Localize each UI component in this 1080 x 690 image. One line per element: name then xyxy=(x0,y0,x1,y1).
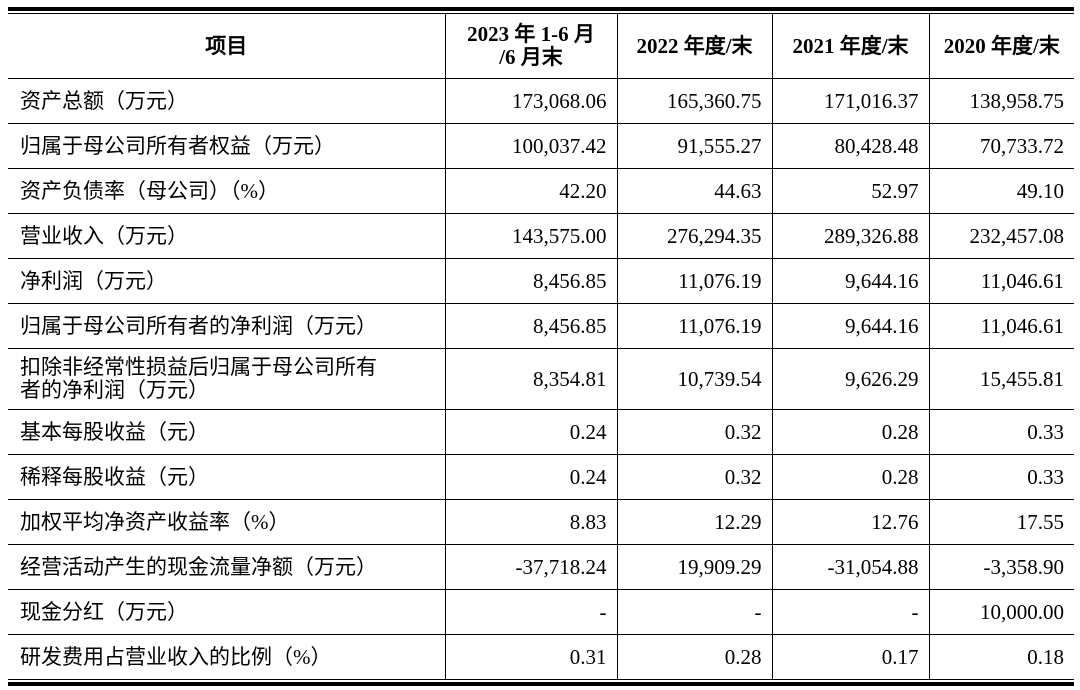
cell-value: 9,626.29 xyxy=(771,348,930,410)
cell-value: 91,555.27 xyxy=(616,123,773,169)
cell-value: 8,354.81 xyxy=(444,348,618,410)
row-label: 研发费用占营业收入的比例（%） xyxy=(8,634,446,679)
cell-value: 52.97 xyxy=(771,168,930,214)
cell-value: -3,358.90 xyxy=(928,544,1074,590)
header-2021: 2021 年度/末 xyxy=(771,14,930,79)
row-label: 归属于母公司所有者的净利润（万元） xyxy=(8,303,446,349)
cell-value: 100,037.42 xyxy=(444,123,618,169)
table-row: 稀释每股收益（元） 0.24 0.32 0.28 0.33 xyxy=(8,454,1074,500)
cell-value: - xyxy=(444,589,618,635)
cell-value: 276,294.35 xyxy=(616,213,773,259)
header-2023-h1-line2: /6 月末 xyxy=(499,45,563,69)
cell-value: 44.63 xyxy=(616,168,773,214)
bottom-rule-thin xyxy=(8,679,1074,680)
cell-value: 10,739.54 xyxy=(616,348,773,410)
row-label: 资产负债率（母公司）（%） xyxy=(8,168,446,214)
table-header-row: 项目 2023 年 1-6 月/6 月末 2022 年度/末 2021 年度/末… xyxy=(8,14,1074,79)
row-label-line2: 者的净利润（万元） xyxy=(20,378,209,402)
row-label: 稀释每股收益（元） xyxy=(8,454,446,500)
cell-value: 9,644.16 xyxy=(771,258,930,304)
cell-value: 8,456.85 xyxy=(444,258,618,304)
cell-value: 10,000.00 xyxy=(928,589,1074,635)
cell-value: 0.28 xyxy=(616,634,773,679)
cell-value: 49.10 xyxy=(928,168,1074,214)
row-label: 资产总额（万元） xyxy=(8,78,446,124)
cell-value: 42.20 xyxy=(444,168,618,214)
cell-value: - xyxy=(771,589,930,635)
bottom-rule-thick xyxy=(8,682,1074,686)
row-label: 营业收入（万元） xyxy=(8,213,446,259)
top-rule-thin xyxy=(8,13,1074,14)
cell-value: 0.24 xyxy=(444,409,618,455)
cell-value: 232,457.08 xyxy=(928,213,1074,259)
cell-value: 0.32 xyxy=(616,454,773,500)
cell-value: 289,326.88 xyxy=(771,213,930,259)
cell-value: 0.17 xyxy=(771,634,930,679)
cell-value: 138,958.75 xyxy=(928,78,1074,124)
cell-value: 19,909.29 xyxy=(616,544,773,590)
table-row: 归属于母公司所有者权益（万元） 100,037.42 91,555.27 80,… xyxy=(8,123,1074,169)
cell-value: 12.76 xyxy=(771,499,930,545)
cell-value: 173,068.06 xyxy=(444,78,618,124)
financial-summary-table: 项目 2023 年 1-6 月/6 月末 2022 年度/末 2021 年度/末… xyxy=(8,14,1074,679)
cell-value: 70,733.72 xyxy=(928,123,1074,169)
header-2020: 2020 年度/末 xyxy=(928,14,1074,79)
cell-value: 165,360.75 xyxy=(616,78,773,124)
cell-value: -37,718.24 xyxy=(444,544,618,590)
table-row: 归属于母公司所有者的净利润（万元） 8,456.85 11,076.19 9,6… xyxy=(8,303,1074,349)
cell-value: - xyxy=(616,589,773,635)
cell-value: 11,046.61 xyxy=(928,303,1074,349)
cell-value: 9,644.16 xyxy=(771,303,930,349)
row-label: 现金分红（万元） xyxy=(8,589,446,635)
cell-value: 171,016.37 xyxy=(771,78,930,124)
cell-value: 8,456.85 xyxy=(444,303,618,349)
table-row: 研发费用占营业收入的比例（%） 0.31 0.28 0.17 0.18 xyxy=(8,634,1074,679)
row-label: 归属于母公司所有者权益（万元） xyxy=(8,123,446,169)
row-label: 加权平均净资产收益率（%） xyxy=(8,499,446,545)
header-2023-h1: 2023 年 1-6 月/6 月末 xyxy=(444,14,618,79)
cell-value: 15,455.81 xyxy=(928,348,1074,410)
cell-value: 143,575.00 xyxy=(444,213,618,259)
cell-value: 0.18 xyxy=(928,634,1074,679)
financial-table-container: 项目 2023 年 1-6 月/6 月末 2022 年度/末 2021 年度/末… xyxy=(8,7,1074,686)
cell-value: 11,076.19 xyxy=(616,258,773,304)
header-item: 项目 xyxy=(8,14,446,79)
table-row: 资产总额（万元） 173,068.06 165,360.75 171,016.3… xyxy=(8,78,1074,124)
cell-value: -31,054.88 xyxy=(771,544,930,590)
cell-value: 12.29 xyxy=(616,499,773,545)
table-row: 经营活动产生的现金流量净额（万元） -37,718.24 19,909.29 -… xyxy=(8,544,1074,590)
cell-value: 0.31 xyxy=(444,634,618,679)
row-label: 净利润（万元） xyxy=(8,258,446,304)
row-label: 扣除非经常性损益后归属于母公司所有 者的净利润（万元） xyxy=(8,348,446,410)
cell-value: 0.32 xyxy=(616,409,773,455)
cell-value: 17.55 xyxy=(928,499,1074,545)
table-row: 基本每股收益（元） 0.24 0.32 0.28 0.33 xyxy=(8,409,1074,455)
table-row: 现金分红（万元） - - - 10,000.00 xyxy=(8,589,1074,635)
cell-value: 0.28 xyxy=(771,454,930,500)
top-rule-thick xyxy=(8,7,1074,11)
row-label: 基本每股收益（元） xyxy=(8,409,446,455)
table-row: 资产负债率（母公司）（%） 42.20 44.63 52.97 49.10 xyxy=(8,168,1074,214)
header-2022: 2022 年度/末 xyxy=(616,14,773,79)
cell-value: 0.24 xyxy=(444,454,618,500)
cell-value: 0.28 xyxy=(771,409,930,455)
table-row: 营业收入（万元） 143,575.00 276,294.35 289,326.8… xyxy=(8,213,1074,259)
row-label: 经营活动产生的现金流量净额（万元） xyxy=(8,544,446,590)
cell-value: 80,428.48 xyxy=(771,123,930,169)
table-row: 净利润（万元） 8,456.85 11,076.19 9,644.16 11,0… xyxy=(8,258,1074,304)
row-label-line1: 扣除非经常性损益后归属于母公司所有 xyxy=(20,355,377,379)
cell-value: 0.33 xyxy=(928,454,1074,500)
cell-value: 11,076.19 xyxy=(616,303,773,349)
cell-value: 0.33 xyxy=(928,409,1074,455)
table-row: 扣除非经常性损益后归属于母公司所有 者的净利润（万元） 8,354.81 10,7… xyxy=(8,348,1074,410)
cell-value: 8.83 xyxy=(444,499,618,545)
table-row: 加权平均净资产收益率（%） 8.83 12.29 12.76 17.55 xyxy=(8,499,1074,545)
header-2023-h1-line1: 2023 年 1-6 月 xyxy=(467,22,595,46)
cell-value: 11,046.61 xyxy=(928,258,1074,304)
